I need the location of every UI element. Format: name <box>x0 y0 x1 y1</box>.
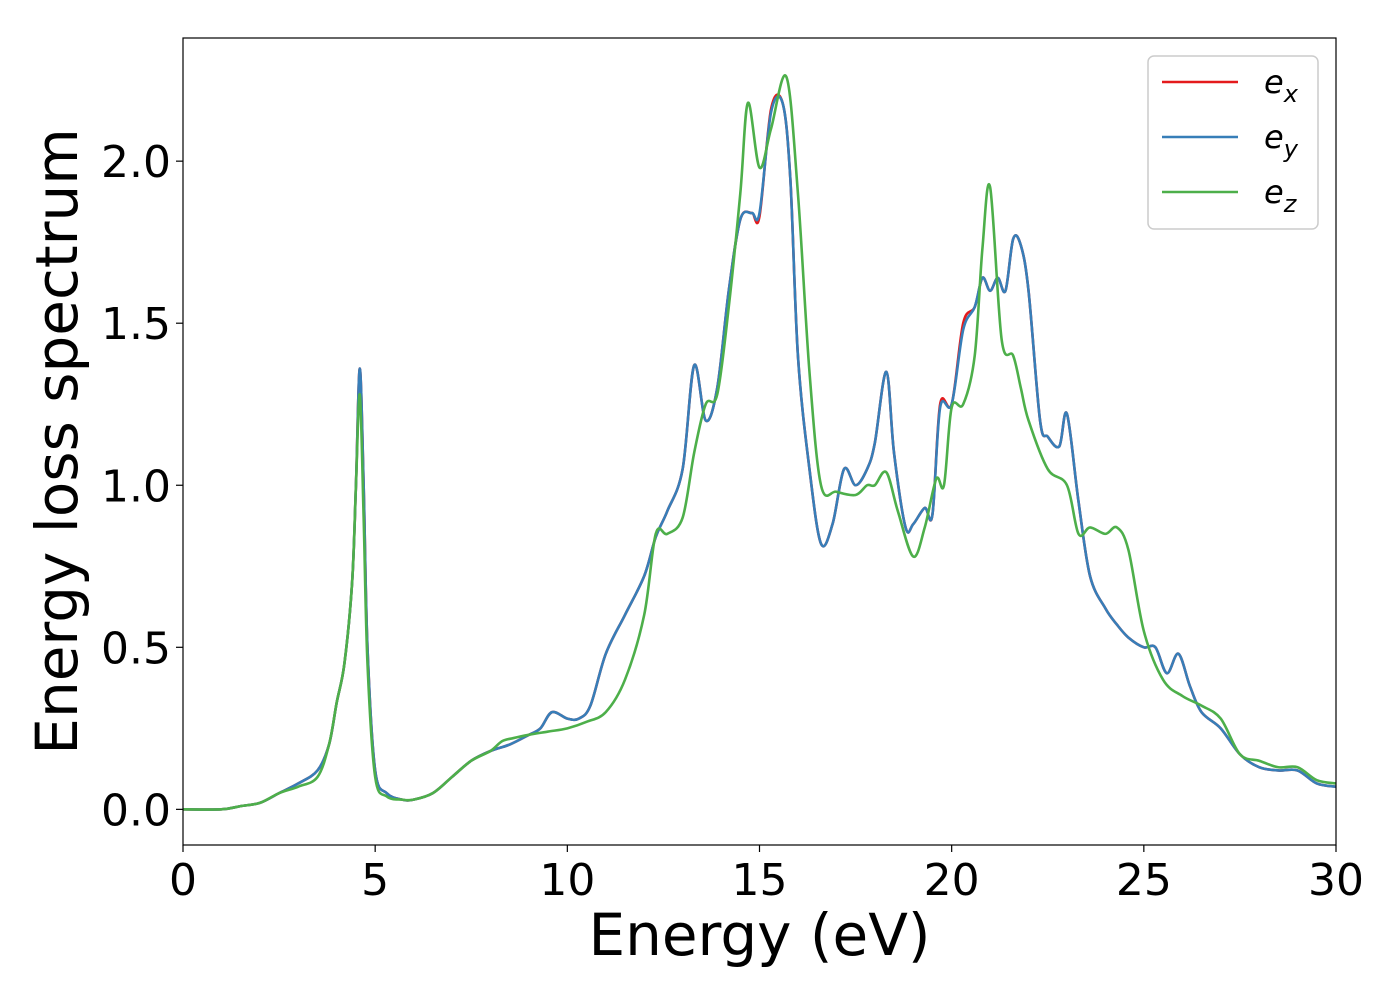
y-axis-ticks: 0.0 0.5 1.0 1.5 2.0 <box>101 137 183 836</box>
x-tick-label: 5 <box>361 855 389 906</box>
y-tick-label: 1.5 <box>101 299 171 350</box>
legend-items: ex ey ez <box>1162 63 1299 218</box>
legend-label-y: ey <box>1264 118 1299 163</box>
x-tick-label: 30 <box>1308 855 1364 906</box>
x-tick-label: 0 <box>169 855 197 906</box>
x-axis-title: Energy (eV) <box>588 901 930 969</box>
y-tick-label: 0.0 <box>101 785 171 836</box>
y-tick-label: 0.5 <box>101 623 171 674</box>
legend-label-x: ex <box>1264 63 1299 108</box>
x-tick-label: 10 <box>539 855 595 906</box>
x-tick-label: 25 <box>1116 855 1172 906</box>
legend-box <box>1147 55 1319 230</box>
y-tick-label: 1.0 <box>101 461 171 512</box>
y-axis-title: Energy loss spectrum <box>23 128 91 754</box>
x-axis-ticks: 0 5 10 15 20 25 30 <box>169 845 1364 906</box>
x-tick-label: 15 <box>732 855 788 906</box>
series-layer <box>183 74 1336 811</box>
x-tick-label: 20 <box>924 855 980 906</box>
legend-label-z: ez <box>1264 173 1298 218</box>
y-tick-label: 2.0 <box>101 137 171 188</box>
series-line-z <box>183 74 1336 811</box>
legend: ex ey ez <box>1147 55 1319 230</box>
